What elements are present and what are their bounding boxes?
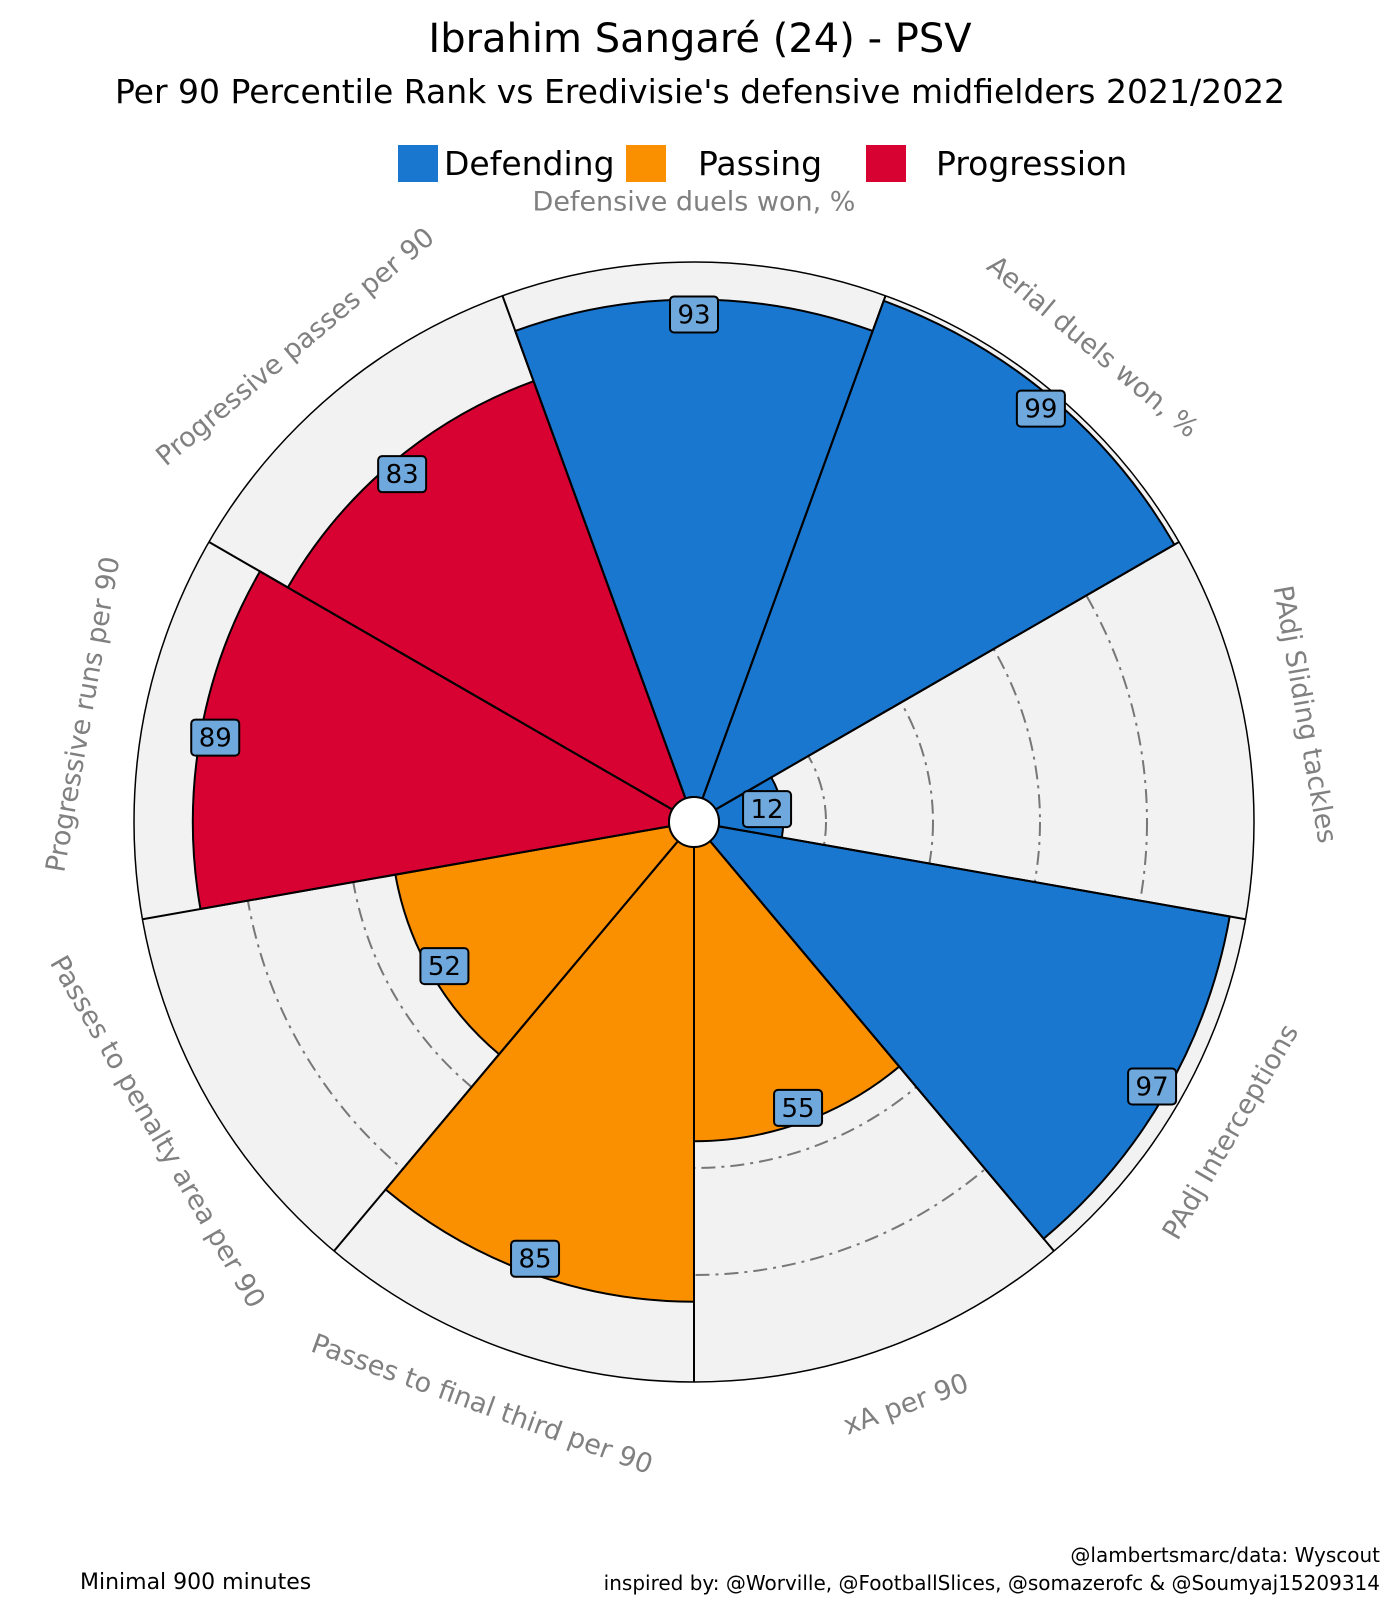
value-label: 97 [1127,1067,1178,1106]
value-text: 97 [1136,1072,1169,1102]
sector-divider [715,541,1180,811]
sector-dividers [133,261,1255,1383]
value-text: 85 [518,1245,551,1275]
value-text: 12 [751,795,784,825]
sector-divider [709,840,1055,1252]
chart-subtitle: Per 90 Percentile Rank vs Eredivisie's d… [114,72,1286,111]
value-box [742,790,793,829]
legend-item-passing: Passing [626,138,822,188]
sector-divider [718,825,1246,921]
value-box [773,1088,824,1127]
sector-divider [701,295,887,799]
legend-swatch-progression [866,144,906,182]
value-label: 93 [669,295,719,334]
value-label: 52 [419,947,470,986]
legend-label-progression: Progression [936,143,1128,183]
value-box [1015,389,1066,428]
value-label: 99 [1015,389,1066,428]
background-sector [715,542,1254,920]
value-box [419,947,470,986]
legend-item-defending: Defending [398,138,615,188]
value-label: 89 [190,718,241,757]
category-label: xA per 90 [839,1368,973,1442]
legend: Defending Passing Progression [0,138,1400,188]
outer-ring [133,261,1255,1383]
value-label: 83 [377,455,428,494]
category-label: Defensive duels won, % [533,187,856,218]
value-box [377,455,428,494]
legend-swatch-defending [398,144,438,182]
value-text: 99 [1024,395,1057,425]
sector-divider [142,825,670,921]
value-box [190,718,241,757]
value-box [1127,1067,1178,1106]
legend-label-defending: Defending [444,143,615,183]
footer-minutes-note: Minimal 900 minutes [80,1570,312,1595]
legend-item-progression: Progression [866,138,1127,188]
value-text: 55 [782,1094,815,1124]
value-box [669,295,719,334]
category-label: Progressive runs per 90 [40,554,126,874]
sector-divider [208,541,673,811]
value-text: 52 [428,952,461,982]
value-label: 55 [773,1088,824,1127]
footer-credits-line1: @lambertsmarc/data: Wyscout [1070,1543,1380,1567]
legend-swatch-passing [626,144,666,182]
chart-title: Ibrahim Sangaré (24) - PSV [428,16,972,62]
value-bars [191,298,1231,1303]
value-text: 93 [677,300,710,330]
center-circle [668,796,720,848]
value-text: 83 [386,460,419,490]
grid-ring [454,582,934,1062]
value-label: 12 [742,790,793,829]
category-label: PAdj Sliding tackles [1267,583,1343,846]
value-label: 85 [510,1239,561,1278]
value-text: 89 [199,724,232,754]
value-labels: 93 99 12 97 55 85 52 89 83 [190,295,1178,1278]
footer-credits-line2: inspired by: @Worville, @FootballSlices,… [603,1571,1380,1595]
sector-divider [501,295,687,799]
sector-divider [333,840,679,1252]
footer-credits: @lambertsmarc/data: Wyscout inspired by:… [604,1541,1380,1597]
value-box [510,1239,561,1278]
legend-label-passing: Passing [698,143,823,183]
